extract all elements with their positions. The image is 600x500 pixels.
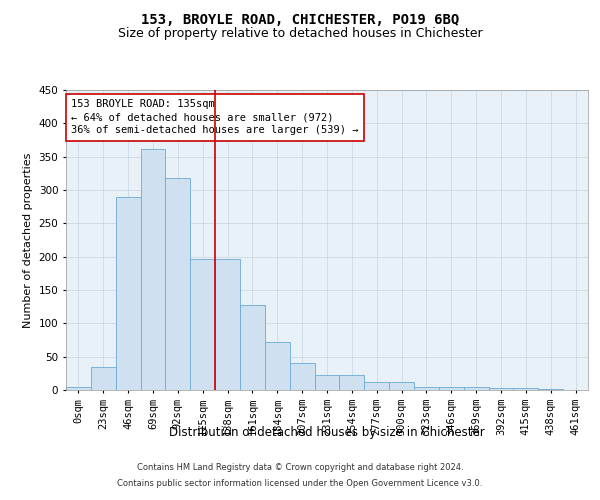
Bar [464,386,488,390]
Y-axis label: Number of detached properties: Number of detached properties [23,152,33,328]
Bar [66,386,91,390]
Bar [514,388,538,390]
Bar [91,366,116,390]
Bar [240,304,265,390]
Bar [488,388,514,390]
Bar [215,258,240,390]
Bar [265,342,290,390]
Bar [166,178,190,390]
Bar [190,258,215,390]
Bar [439,386,464,390]
Bar [538,388,563,390]
Bar [314,376,340,390]
Bar [389,382,414,390]
Text: Size of property relative to detached houses in Chichester: Size of property relative to detached ho… [118,28,482,40]
Bar [340,376,364,390]
Text: Distribution of detached houses by size in Chichester: Distribution of detached houses by size … [169,426,485,439]
Bar [116,196,140,390]
Bar [414,386,439,390]
Text: 153, BROYLE ROAD, CHICHESTER, PO19 6BQ: 153, BROYLE ROAD, CHICHESTER, PO19 6BQ [141,12,459,26]
Text: Contains public sector information licensed under the Open Government Licence v3: Contains public sector information licen… [118,478,482,488]
Bar [140,148,166,390]
Bar [290,364,314,390]
Text: Contains HM Land Registry data © Crown copyright and database right 2024.: Contains HM Land Registry data © Crown c… [137,464,463,472]
Text: 153 BROYLE ROAD: 135sqm
← 64% of detached houses are smaller (972)
36% of semi-d: 153 BROYLE ROAD: 135sqm ← 64% of detache… [71,99,359,136]
Bar [364,382,389,390]
